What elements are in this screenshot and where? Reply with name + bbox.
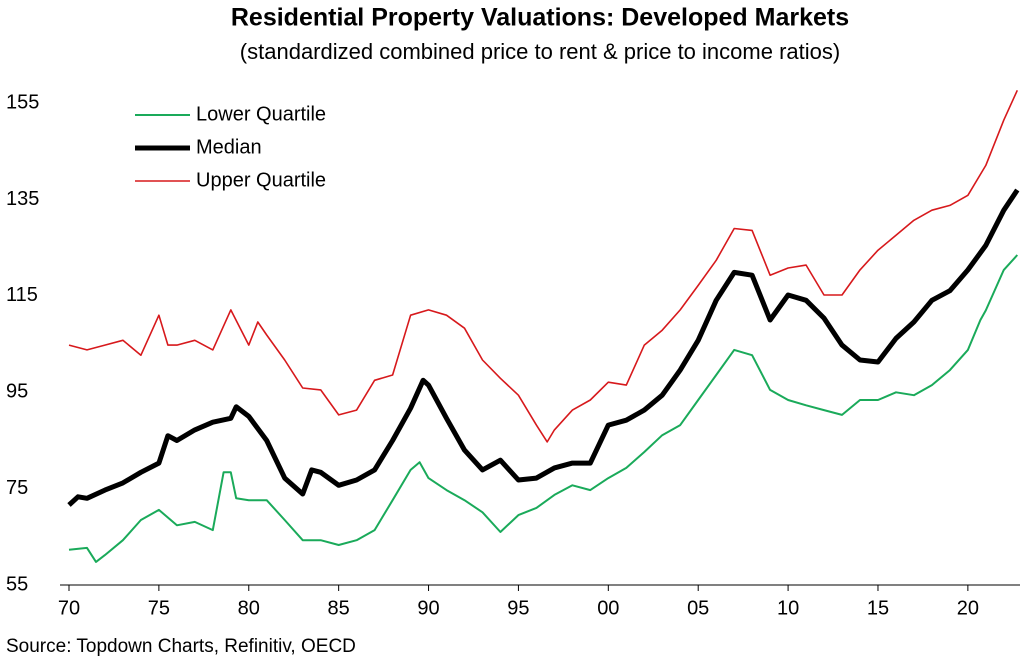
x-tick-label: 70 <box>58 597 80 619</box>
line-series <box>67 188 1020 507</box>
y-tick-label: 95 <box>6 381 28 403</box>
y-tick-label: 55 <box>6 573 28 595</box>
x-tick-label: 85 <box>328 597 350 619</box>
x-tick-label: 20 <box>957 597 979 619</box>
y-tick-label: 115 <box>6 284 38 306</box>
source: Source: Topdown Charts, Refinitiv, OECD <box>6 636 356 657</box>
legend-label: Lower Quartile <box>196 103 326 125</box>
x-tick-label: 00 <box>597 597 619 619</box>
line-series <box>68 89 1019 443</box>
y-tick-label: 75 <box>6 477 28 499</box>
x-tick-label: 05 <box>687 597 709 619</box>
chart-title: Residential Property Valuations: Develop… <box>231 4 849 32</box>
legend-label: Upper Quartile <box>196 169 326 191</box>
y-tick-label: 135 <box>6 188 39 210</box>
x-tick-label: 90 <box>417 597 439 619</box>
x-tick-label: 15 <box>867 597 889 619</box>
legend-label: Median <box>196 136 262 158</box>
y-tick-label: 155 <box>6 92 39 114</box>
x-tick-label: 95 <box>507 597 529 619</box>
x-tick-label: 10 <box>777 597 799 619</box>
x-tick-label: 80 <box>238 597 260 619</box>
chart-subtitle: (standardized combined price to rent & p… <box>240 39 840 64</box>
line-series <box>68 254 1019 563</box>
x-tick-label: 75 <box>148 597 170 619</box>
